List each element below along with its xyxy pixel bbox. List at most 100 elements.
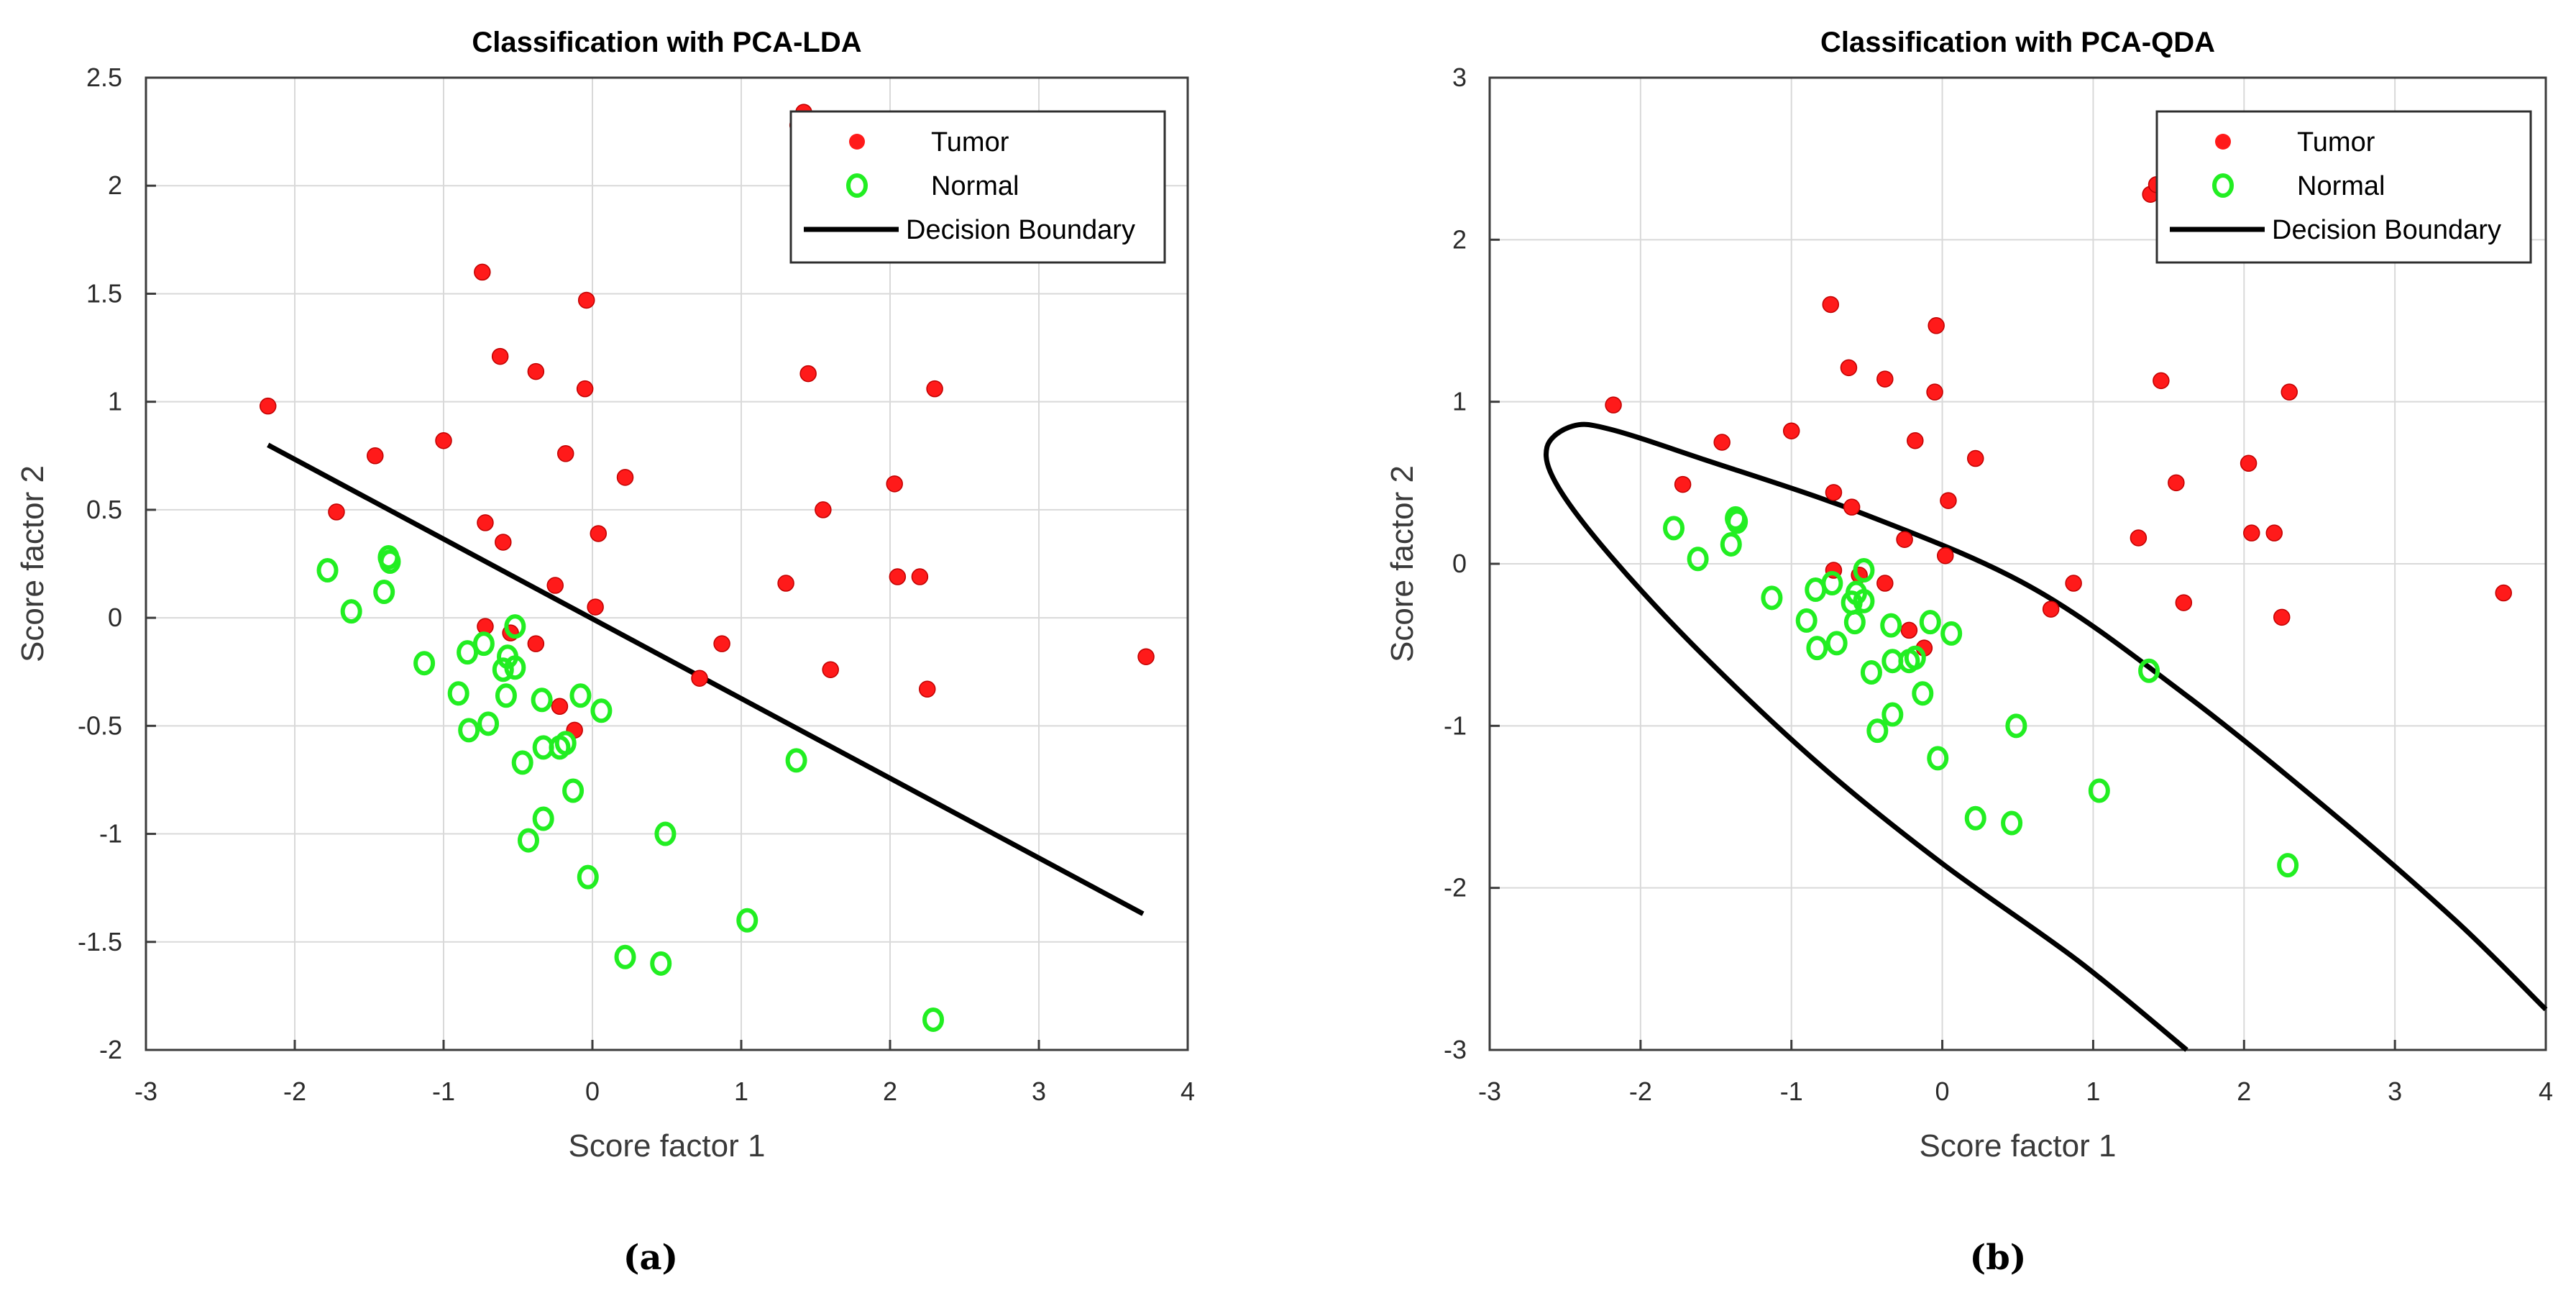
y-tick-label: 1.5 [86,278,122,308]
normal-point [1853,588,1875,613]
normal-point [1795,608,1818,633]
normal-point [1761,585,1783,611]
normal-point [511,750,533,775]
normal-point [458,718,480,743]
x-tick-label: 1 [734,1077,748,1106]
tumor-point [616,469,634,486]
tumor-point [1782,422,1800,439]
normal-point [316,558,339,583]
normal-point [785,748,807,773]
tumor-point [1825,484,1843,501]
tumor-point [1926,383,1943,401]
tumor-point [474,263,491,281]
tumor-point [691,670,708,687]
y-tick-label: -2 [1444,873,1467,903]
chart-panel-a: -3 -2 -1 0 1 2 3 4 -2 -1.5 -1 -0.5 0 0.5 1 1.5 2 2.5 Cla… [15,27,1195,1164]
x-axis-label-a: Score factor 1 [569,1128,766,1164]
x-tick-label: -1 [432,1077,455,1106]
tumor-point [546,577,564,594]
tumor-point [1900,621,1918,639]
x-tick-label: 3 [1032,1077,1046,1106]
tumor-point [1907,431,1924,449]
tumor-point [1843,498,1861,516]
tumor-point [713,635,730,652]
tumor-point [495,534,512,551]
x-tick-label: 1 [2086,1077,2100,1106]
normal-point [569,683,592,708]
normal-point [1881,702,1904,727]
tumor-point [2265,524,2283,542]
legend-normal-marker [846,173,868,198]
tumor-point [2175,594,2193,611]
tumor-point [556,445,574,462]
y-tick-label: 0 [108,603,122,632]
x-tick-label: 4 [2539,1077,2553,1106]
y-tick-label: 1 [108,387,122,416]
y-tick-label: 2 [1452,224,1467,254]
y-tick-label: -3 [1444,1035,1467,1064]
normal-point [2005,713,2027,739]
normal-point [413,651,436,676]
legend-tumor-marker [849,134,865,150]
axes-box-a [145,76,1189,1051]
normal-point [1964,805,1986,831]
decision-boundary-line-b [1544,421,2548,1052]
decision-boundary-b [1544,421,2548,1052]
normal-point [517,828,539,853]
y-tick-label: 2 [108,170,122,200]
x-tick-label: -2 [283,1077,306,1106]
legend-tumor-marker [2215,134,2231,150]
chart-panel-b: -3 -2 -1 0 1 2 3 4 -3 -2 -1 0 1 2 3 Classification wi… [1385,27,2553,1164]
legend-b: Tumor Normal Decision Boundary [2155,110,2532,264]
tumor-point [551,698,569,716]
tumor-point [1840,359,1858,377]
tumor-point [367,447,384,465]
normal-point [1919,610,1941,635]
tumor-point [889,568,907,585]
legend-label-boundary: Decision Boundary [906,215,1135,245]
tumor-point [1605,396,1622,414]
normal-point [650,951,672,976]
caption-b: (b) [1970,1238,2027,1278]
normal-point [736,908,758,933]
y-axis-label-b: Score factor 2 [1385,465,1420,662]
normal-point [590,698,613,723]
x-tick-label: 0 [1935,1077,1950,1106]
normal-point [472,631,495,657]
x-tick-label: 2 [2237,1077,2251,1106]
y-ticks-b: -3 -2 -1 0 1 2 3 [1444,63,1500,1064]
normal-point [2001,810,2023,836]
tumor-point [576,380,594,398]
y-tick-label: -0.5 [78,711,122,740]
y-tick-label: -1 [99,819,122,849]
x-ticks-b: -3 -2 -1 0 1 2 3 4 [1478,1040,2553,1106]
legend-label-tumor: Tumor [931,127,1009,157]
tumor-point [799,365,817,383]
tumor-point [1940,492,1957,509]
legend-label-boundary: Decision Boundary [2272,215,2501,245]
tumor-point [815,501,832,518]
tumor-point [1713,434,1731,451]
caption-a: (a) [623,1238,679,1278]
normal-point [1940,621,1963,646]
tumor-point [259,397,277,415]
legend-label-normal: Normal [2297,171,2385,201]
x-tick-label: -1 [1780,1077,1803,1106]
normal-point [340,599,362,624]
normal-point [654,821,677,846]
tumor-point [2281,383,2298,401]
y-tick-label: -1 [1444,711,1467,740]
tumor-point [477,514,494,531]
tumor-point [2168,474,2185,492]
normal-point [2277,853,2299,878]
normal-point [1860,659,1882,685]
tumor-point [435,431,452,449]
tumor-point [919,680,936,698]
tumor-point [1876,575,1894,592]
normal-point [457,640,479,665]
y-tick-label: -1.5 [78,927,122,956]
tumor-point [1966,449,1984,467]
tumor-point [527,362,545,380]
tumor-point [590,525,608,542]
